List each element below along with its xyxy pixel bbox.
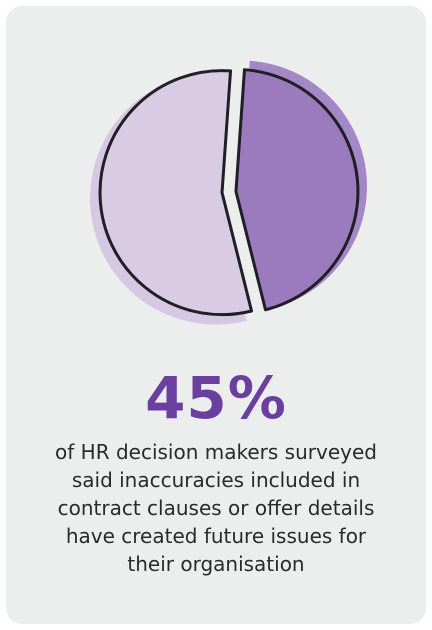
stat-caption: of HR decision makers surveyed said inac… [55,440,377,576]
pie-chart [90,60,367,325]
pie-slice-1 [234,68,360,312]
pie-slice-2 [98,69,254,317]
stat-value: 45% [145,364,287,432]
